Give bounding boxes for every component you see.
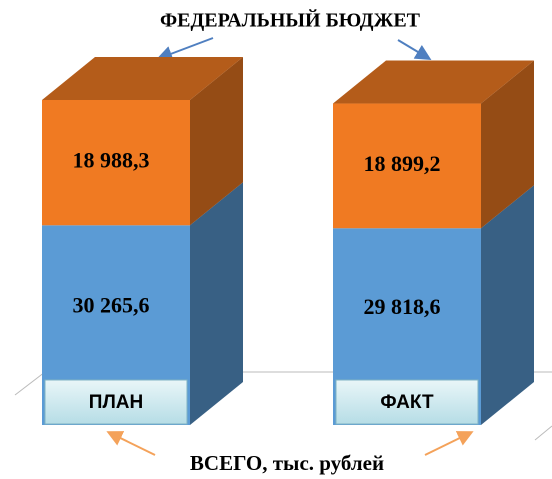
category-label: ФАКТ — [380, 392, 434, 413]
arrow — [397, 39, 432, 61]
arrow — [156, 37, 214, 62]
bar-top — [42, 57, 243, 100]
category-box — [44, 379, 188, 425]
bar-top — [333, 60, 534, 104]
bottom-annotation: ВСЕГО, тыс. рублей — [190, 451, 384, 475]
value-label: 18 899,2 — [364, 151, 441, 176]
arrow — [424, 431, 474, 456]
value-label: 30 265,6 — [73, 293, 150, 318]
bar — [333, 103, 481, 229]
arrow — [106, 431, 156, 456]
bar-side — [190, 57, 243, 226]
value-label: 18 988,3 — [73, 148, 150, 173]
series-annotation: ФЕДЕРАЛЬНЫЙ БЮДЖЕТ — [160, 9, 421, 32]
category-label: ПЛАН — [89, 392, 143, 413]
category-box — [335, 379, 479, 425]
value-label: 29 818,6 — [364, 294, 441, 319]
bar-side — [190, 182, 243, 425]
bar-side — [481, 60, 534, 229]
bar — [42, 100, 190, 226]
bar-side — [481, 185, 534, 425]
